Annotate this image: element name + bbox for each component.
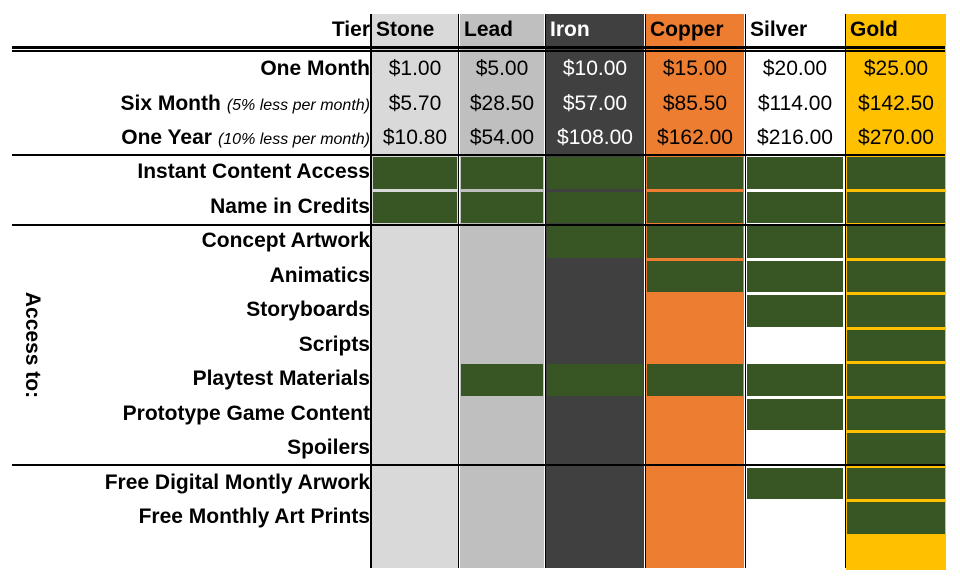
- feature-row-label: Free Monthly Art Prints: [138, 505, 370, 528]
- feature-included-cell: [747, 295, 843, 327]
- feature-row-label: Animatics: [269, 263, 370, 287]
- feature-row-label: Scripts: [298, 332, 370, 356]
- column-divider: [745, 14, 746, 568]
- feature-row-label: Name in Credits: [210, 194, 370, 218]
- price-cell-iron: $57.00: [562, 91, 628, 115]
- tier-header-silver: Silver: [750, 18, 808, 41]
- tier-header-label: Tier: [331, 18, 370, 41]
- feature-included-cell: [847, 433, 945, 465]
- feature-included-cell: [847, 260, 945, 292]
- feature-included-cell: [547, 364, 643, 396]
- divider-line: [12, 224, 945, 226]
- tier-column-lead: [460, 14, 544, 568]
- divider-line: [12, 50, 945, 52]
- price-cell-gold: $142.50: [858, 91, 934, 115]
- divider-line: [12, 154, 945, 156]
- tier-header-iron: Iron: [550, 18, 590, 41]
- price-cell-iron: $10.00: [562, 57, 628, 80]
- price-cell-silver: $20.00: [762, 57, 828, 80]
- feature-row-label: Free Digital Montly Arwork: [104, 470, 370, 494]
- feature-included-cell: [547, 157, 643, 189]
- feature-included-cell: [747, 364, 843, 396]
- pricing-note: (10% less per month): [217, 131, 370, 148]
- pricing-row-label: One Month: [260, 52, 370, 86]
- tier-column-iron: [546, 14, 644, 568]
- price-cell-gold: $25.00: [863, 57, 929, 80]
- column-divider: [458, 14, 459, 568]
- tier-header-gold: Gold: [850, 18, 898, 41]
- pricing-row-label: Six Month (5% less per month): [121, 87, 371, 121]
- feature-included-cell: [647, 260, 743, 292]
- feature-included-cell: [647, 226, 743, 258]
- price-cell-copper: $15.00: [662, 57, 728, 80]
- column-divider: [645, 14, 646, 568]
- access-to-text: Access to:: [21, 291, 44, 399]
- feature-included-cell: [461, 191, 543, 223]
- feature-included-cell: [847, 502, 945, 534]
- feature-included-cell: [647, 157, 743, 189]
- price-cell-lead: $5.00: [475, 57, 529, 80]
- feature-included-cell: [847, 329, 945, 361]
- pricing-label-text: One Year: [121, 126, 212, 149]
- price-cell-lead: $28.50: [469, 91, 535, 115]
- pricing-row-label: One Year (10% less per month): [121, 121, 370, 155]
- price-cell-stone: $10.80: [382, 126, 448, 149]
- tier-column-stone: [372, 14, 458, 568]
- divider-line: [12, 46, 945, 49]
- feature-included-cell: [847, 364, 945, 396]
- feature-included-cell: [461, 157, 543, 189]
- feature-row-label: Prototype Game Content: [122, 401, 370, 425]
- feature-row-label: Playtest Materials: [192, 367, 370, 390]
- price-cell-copper: $85.50: [662, 91, 728, 115]
- feature-included-cell: [547, 191, 643, 223]
- column-divider: [845, 14, 846, 568]
- price-cell-gold: $270.00: [858, 126, 934, 149]
- column-divider: [370, 14, 372, 568]
- feature-included-cell: [747, 191, 843, 223]
- feature-included-cell: [747, 398, 843, 430]
- feature-included-cell: [647, 364, 743, 396]
- feature-included-cell: [747, 260, 843, 292]
- feature-row-label: Spoilers: [287, 436, 370, 459]
- pricing-label-text: One Month: [260, 57, 370, 80]
- feature-row-label: Instant Content Access: [137, 160, 370, 183]
- feature-included-cell: [373, 191, 457, 223]
- tier-header-copper: Copper: [650, 18, 724, 41]
- divider-line: [12, 464, 945, 466]
- price-cell-silver: $216.00: [757, 126, 833, 149]
- feature-included-cell: [847, 226, 945, 258]
- access-to-label: Access to:: [15, 280, 49, 410]
- tier-header-lead: Lead: [464, 18, 514, 41]
- price-cell-silver: $114.00: [757, 91, 833, 115]
- price-cell-copper: $162.00: [657, 126, 733, 149]
- pricing-note: (5% less per month): [226, 96, 370, 114]
- price-cell-iron: $108.00: [557, 126, 633, 149]
- price-cell-stone: $5.70: [388, 91, 442, 115]
- feature-included-cell: [461, 364, 543, 396]
- feature-row-label: Concept Artwork: [201, 229, 370, 252]
- tier-header-stone: Stone: [376, 18, 435, 41]
- feature-included-cell: [373, 157, 457, 189]
- feature-included-cell: [747, 467, 843, 499]
- feature-included-cell: [747, 226, 843, 258]
- feature-included-cell: [847, 157, 945, 189]
- feature-included-cell: [647, 191, 743, 223]
- price-cell-stone: $1.00: [388, 57, 442, 80]
- column-divider: [545, 14, 546, 568]
- feature-included-cell: [747, 157, 843, 189]
- feature-included-cell: [847, 295, 945, 327]
- pricing-label-text: Six Month: [120, 91, 221, 115]
- feature-included-cell: [847, 191, 945, 223]
- price-cell-lead: $54.00: [469, 126, 535, 149]
- feature-included-cell: [547, 226, 643, 258]
- gold-bottom-cell: [846, 535, 946, 570]
- feature-included-cell: [847, 398, 945, 430]
- feature-row-label: Storyboards: [246, 298, 370, 321]
- feature-included-cell: [847, 467, 945, 499]
